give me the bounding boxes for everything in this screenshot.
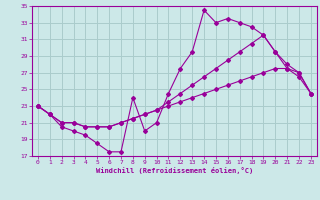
X-axis label: Windchill (Refroidissement éolien,°C): Windchill (Refroidissement éolien,°C) [96, 167, 253, 174]
